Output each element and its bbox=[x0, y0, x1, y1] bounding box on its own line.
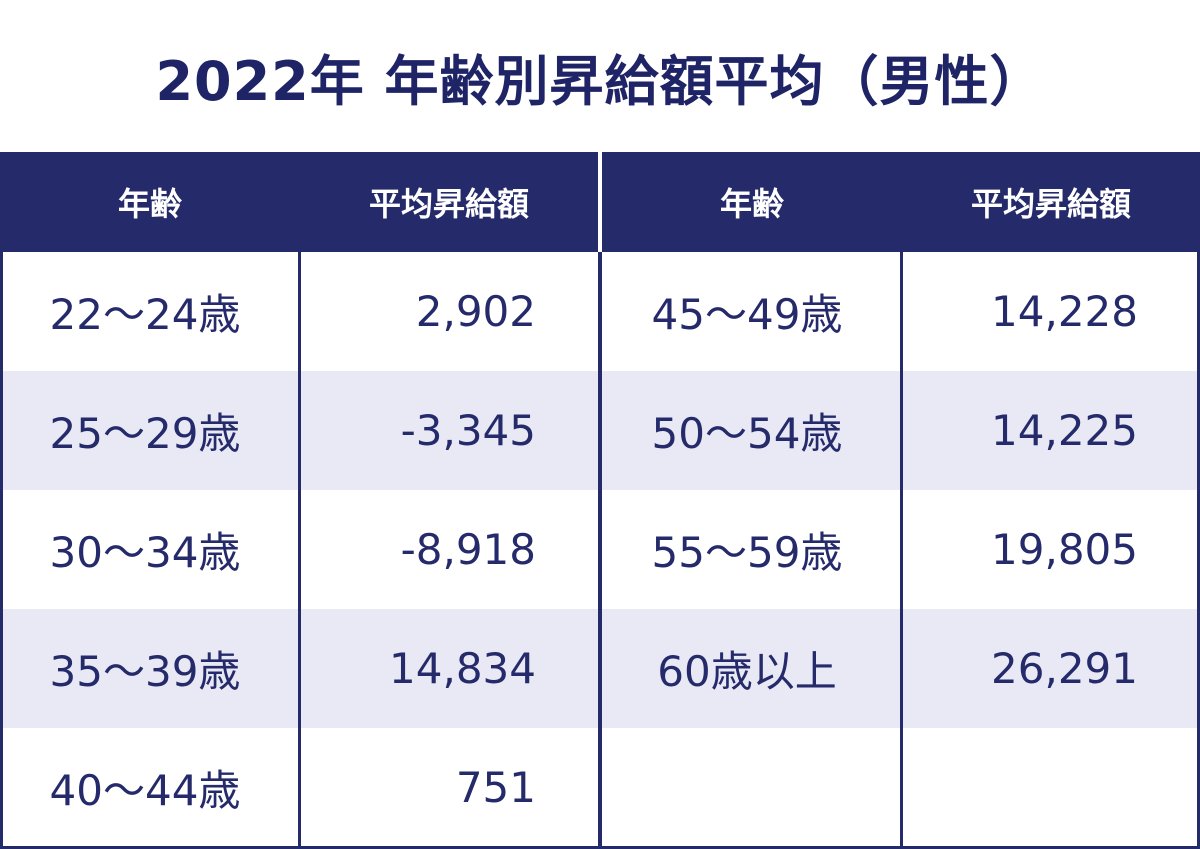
age-cell bbox=[602, 728, 902, 847]
amount-cell: 14,834 bbox=[389, 644, 536, 693]
border-left bbox=[0, 252, 3, 849]
age-cell: 30～34歳 bbox=[49, 528, 241, 577]
age-cell: 55～59歳 bbox=[651, 528, 843, 577]
table-row: 30～34歳 -8,918 bbox=[0, 490, 598, 609]
table-row: 45～49歳 14,228 bbox=[602, 252, 1200, 371]
age-cell: 22～24歳 bbox=[49, 290, 241, 339]
header-age: 年齢 bbox=[117, 185, 182, 223]
age-cell: 45～49歳 bbox=[651, 290, 843, 339]
amount-cell: 2,902 bbox=[415, 287, 536, 336]
table-header: 年齢 平均昇給額 bbox=[602, 152, 1200, 252]
column-divider bbox=[900, 252, 903, 849]
age-cell: 25～29歳 bbox=[49, 409, 241, 458]
amount-cell: -8,918 bbox=[400, 525, 536, 574]
header-age: 年齢 bbox=[719, 185, 784, 223]
border-bottom bbox=[0, 846, 1200, 849]
age-cell: 40～44歳 bbox=[49, 766, 241, 815]
table-header: 年齢 平均昇給額 bbox=[0, 152, 598, 252]
page-title: 2022年 年齢別昇給額平均（男性） bbox=[155, 49, 1045, 113]
border-right bbox=[1197, 252, 1200, 849]
amount-cell: 14,228 bbox=[991, 287, 1138, 336]
table-row: 40～44歳 751 bbox=[0, 728, 598, 847]
table-row: 22～24歳 2,902 bbox=[0, 252, 598, 371]
amount-cell: 26,291 bbox=[991, 644, 1138, 693]
amount-cell: 751 bbox=[455, 763, 536, 812]
header-amount: 平均昇給額 bbox=[970, 185, 1131, 223]
header-amount: 平均昇給額 bbox=[368, 185, 529, 223]
age-cell: 35～39歳 bbox=[49, 647, 241, 696]
center-divider-line bbox=[598, 252, 602, 849]
column-divider bbox=[298, 252, 301, 849]
table-row: 55～59歳 19,805 bbox=[602, 490, 1200, 609]
salary-raise-table: 年齢 平均昇給額 22～24歳 2,902 25～29歳 -3,345 30～3… bbox=[0, 152, 1200, 849]
amount-cell: 14,225 bbox=[991, 406, 1138, 455]
amount-cell: 19,805 bbox=[991, 525, 1138, 574]
amount-cell bbox=[902, 728, 1200, 847]
age-cell: 50～54歳 bbox=[651, 409, 843, 458]
amount-cell: -3,345 bbox=[400, 406, 536, 455]
age-cell: 60歳以上 bbox=[657, 647, 837, 696]
